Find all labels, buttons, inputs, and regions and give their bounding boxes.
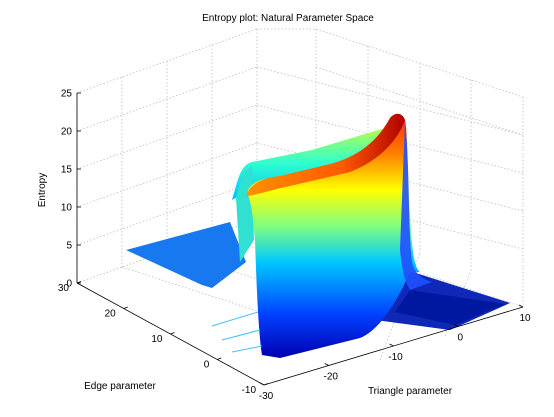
z-tick-label: 25: [61, 89, 73, 100]
z-ticks: 0 5 10 15 20 25: [61, 89, 81, 290]
y-tick-label: 20: [105, 309, 117, 320]
x-tick-mark: [518, 304, 524, 308]
y-tick-label: 0: [204, 360, 210, 371]
x-tick-label: 10: [519, 313, 531, 324]
surface-trace-1: [211, 311, 259, 327]
y-tick-label: 10: [151, 334, 163, 345]
z-tick-label: 5: [66, 241, 72, 252]
surface-trace-3: [231, 345, 263, 353]
x-tick-mark: [324, 363, 329, 366]
z-tick-label: 0: [66, 279, 72, 290]
surface-trace-2: [221, 329, 261, 341]
x-tick-mark: [389, 343, 394, 347]
x-tick-label: -20: [324, 372, 339, 383]
x-tick-label: -30: [259, 391, 274, 402]
z-tick-label: 15: [61, 165, 73, 176]
surface-left-plane: [126, 222, 246, 288]
y-tick-mark: [217, 357, 222, 360]
y-ticks: -10 0 10 20 30: [58, 281, 269, 396]
z-tick-label: 20: [61, 127, 73, 138]
chart-title: Entropy plot: Natural Parameter Space: [202, 13, 374, 24]
y-tick-mark: [170, 332, 175, 335]
entropy-surface: [126, 113, 510, 358]
y-tick-mark: [263, 383, 269, 386]
x-tick-mark: [259, 382, 265, 386]
x-axis-label: Triangle parameter: [368, 386, 453, 397]
x-tick-mark: [454, 324, 459, 327]
surface-top-ridge: [246, 113, 405, 196]
z-axis-label: Entropy: [37, 173, 48, 207]
y-tick-label: 30: [58, 283, 70, 294]
x-tick-label: -10: [388, 352, 403, 363]
y-tick-mark: [123, 306, 128, 309]
y-tick-label: -10: [242, 385, 257, 396]
z-tick-label: 10: [61, 203, 73, 214]
y-tick-mark: [76, 281, 82, 284]
surface-right-falloff: [400, 120, 432, 290]
x-tick-label: 0: [457, 333, 463, 344]
x-ticks: -30 -20 -10 0 10: [259, 304, 531, 402]
y-axis-label: Edge parameter: [84, 381, 156, 392]
surface-right-plane-dark: [395, 290, 505, 325]
